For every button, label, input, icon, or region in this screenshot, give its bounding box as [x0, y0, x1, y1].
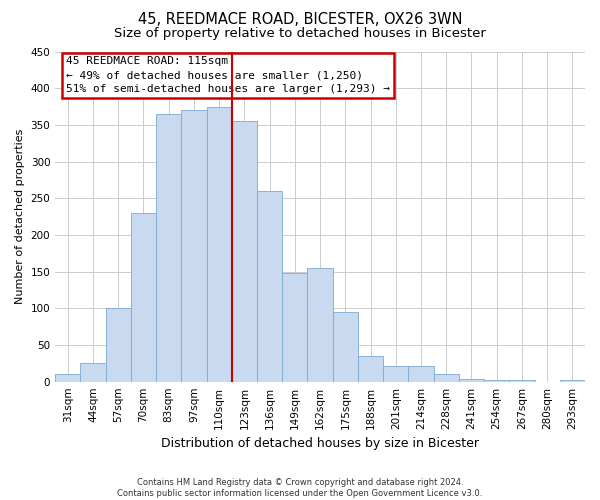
- Bar: [459, 380, 484, 382]
- Bar: [232, 121, 257, 382]
- Bar: [383, 366, 409, 382]
- Text: Size of property relative to detached houses in Bicester: Size of property relative to detached ho…: [114, 28, 486, 40]
- Bar: [307, 268, 332, 382]
- Bar: [206, 106, 232, 382]
- Bar: [156, 114, 181, 382]
- Bar: [332, 312, 358, 382]
- Bar: [509, 380, 535, 382]
- Bar: [106, 308, 131, 382]
- X-axis label: Distribution of detached houses by size in Bicester: Distribution of detached houses by size …: [161, 437, 479, 450]
- Bar: [409, 366, 434, 382]
- Text: 45 REEDMACE ROAD: 115sqm
← 49% of detached houses are smaller (1,250)
51% of sem: 45 REEDMACE ROAD: 115sqm ← 49% of detach…: [66, 56, 390, 94]
- Bar: [282, 273, 307, 382]
- Text: 45, REEDMACE ROAD, BICESTER, OX26 3WN: 45, REEDMACE ROAD, BICESTER, OX26 3WN: [138, 12, 462, 28]
- Y-axis label: Number of detached properties: Number of detached properties: [15, 129, 25, 304]
- Bar: [257, 191, 282, 382]
- Text: Contains HM Land Registry data © Crown copyright and database right 2024.
Contai: Contains HM Land Registry data © Crown c…: [118, 478, 482, 498]
- Bar: [80, 364, 106, 382]
- Bar: [358, 356, 383, 382]
- Bar: [484, 380, 509, 382]
- Bar: [560, 380, 585, 382]
- Bar: [181, 110, 206, 382]
- Bar: [434, 374, 459, 382]
- Bar: [55, 374, 80, 382]
- Bar: [131, 213, 156, 382]
